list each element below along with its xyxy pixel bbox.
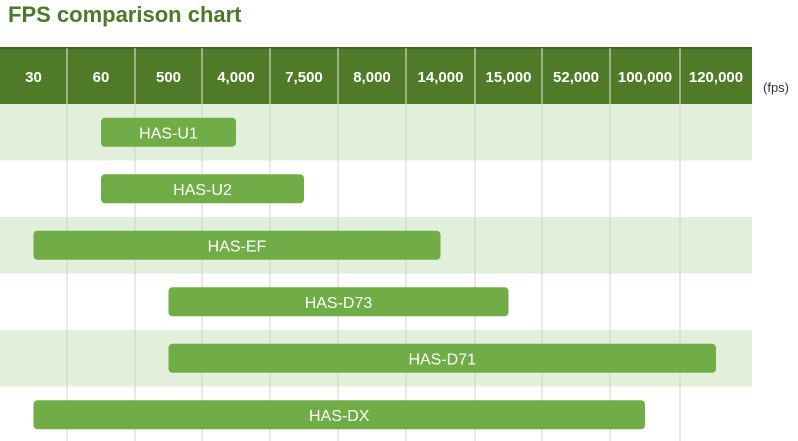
tick-label: 500 (156, 69, 181, 86)
range-bars: HAS-U1 HAS-U2 HAS-EF HAS-D73 HAS-D71 HAS-DX (33, 117, 716, 430)
bar-has-dx (33, 400, 645, 430)
bar-has-d71 (168, 343, 716, 373)
bar-label: HAS-D71 (408, 351, 476, 368)
tick-label: 120,000 (689, 69, 743, 86)
tick-label: 4,000 (217, 69, 255, 86)
bar-has-u1 (101, 117, 236, 147)
bar-label: HAS-EF (208, 238, 267, 255)
bar-label: HAS-U1 (139, 125, 198, 142)
bar-has-d73 (168, 287, 509, 317)
unit-label: (fps) (763, 80, 789, 95)
header-bar (0, 48, 752, 104)
bar-has-u2 (101, 174, 304, 204)
tick-label: 7,500 (285, 69, 323, 86)
tick-label: 15,000 (486, 69, 532, 86)
tick-label: 14,000 (418, 69, 464, 86)
row-bands (0, 104, 752, 441)
tick-label: 52,000 (553, 69, 599, 86)
bar-label: HAS-U2 (173, 182, 232, 199)
gridlines (66, 104, 681, 441)
chart-title: FPS comparison chart (8, 2, 242, 27)
axis-header: 30 60 500 4,000 7,500 8,000 14,000 15,000 52,000… (0, 47, 752, 104)
tick-label: 30 (25, 69, 42, 86)
tick-label: 60 (93, 69, 110, 86)
tick-label: 100,000 (618, 69, 672, 86)
tick-label: 8,000 (353, 69, 391, 86)
bar-label: HAS-D73 (305, 295, 373, 312)
bar-label: HAS-DX (309, 408, 370, 425)
bar-has-ef (33, 230, 441, 260)
